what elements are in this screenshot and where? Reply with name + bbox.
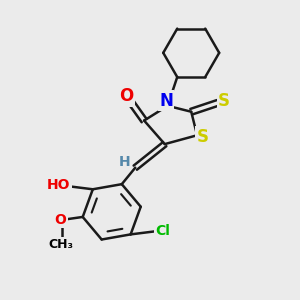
Text: O: O — [119, 87, 134, 105]
Text: O: O — [55, 213, 67, 227]
Text: Cl: Cl — [155, 224, 170, 239]
Text: S: S — [218, 92, 230, 110]
Text: N: N — [159, 92, 173, 110]
Text: CH₃: CH₃ — [48, 238, 73, 251]
Text: S: S — [196, 128, 208, 146]
Text: H: H — [118, 155, 130, 170]
Text: HO: HO — [47, 178, 71, 192]
